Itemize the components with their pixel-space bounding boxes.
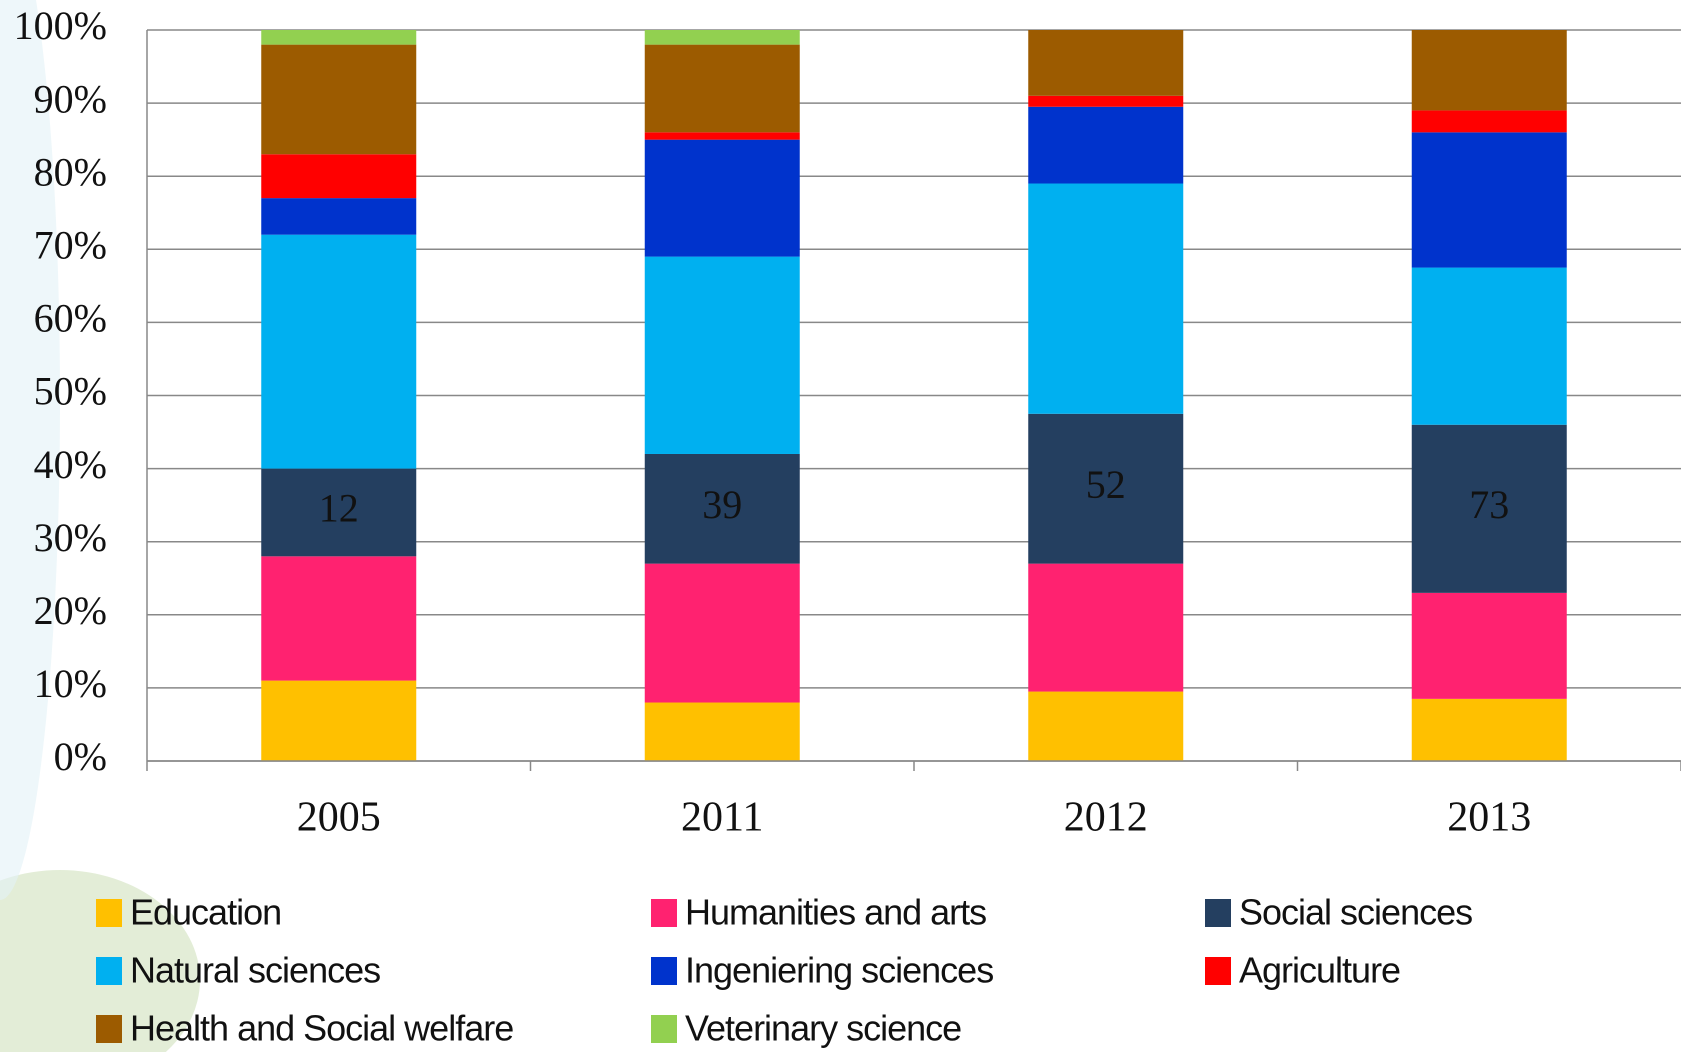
legend-label: Humanities and arts [685,892,986,933]
bar-segment [645,564,800,703]
y-tick-label: 0% [54,734,107,779]
legend-label: Agriculture [1239,950,1400,991]
bar-segment [645,30,800,45]
bar-segment [1028,564,1183,692]
bar-segment [1412,699,1567,761]
data-label: 52 [1086,462,1126,507]
bar-segment [261,30,416,45]
legend-label: Education [130,892,281,933]
legend-swatch [96,957,122,985]
bar-segment [261,681,416,761]
legend-label: Social sciences [1239,892,1472,933]
y-tick-label: 90% [34,76,107,121]
legend-label: Veterinary science [685,1008,961,1049]
bar-segment [261,235,416,469]
bar-segment [1028,107,1183,184]
bar-segment [1028,692,1183,761]
y-tick-label: 40% [34,442,107,487]
bar-segment [1412,268,1567,425]
legend-swatch [96,899,122,927]
legend-label: Natural sciences [130,950,380,991]
bar-segment [645,140,800,257]
x-tick-label: 2013 [1447,795,1531,841]
bar-segment [261,198,416,235]
y-tick-label: 20% [34,588,107,633]
legend-label: Health and Social welfare [130,1008,513,1049]
legend-swatch [1205,899,1231,927]
y-tick-label: 70% [34,222,107,267]
legend-swatch [651,1015,677,1043]
bar-segment [1412,30,1567,110]
data-label: 73 [1469,482,1509,527]
data-label: 12 [319,486,359,531]
legend-swatch [651,899,677,927]
y-tick-label: 100% [14,3,107,48]
bar-segment [645,132,800,139]
bar-segment [1412,593,1567,699]
bar-segment [645,257,800,454]
y-tick-label: 30% [34,515,107,560]
legend-swatch [1205,957,1231,985]
x-tick-label: 2012 [1064,795,1148,841]
bar-segment [1028,184,1183,414]
x-tick-label: 2005 [297,795,381,841]
bar-segment [261,556,416,680]
legend-swatch [96,1015,122,1043]
y-tick-label: 60% [34,296,107,341]
legend-label: Ingeniering sciences [685,950,993,991]
bar-segment [261,154,416,198]
bar-segment [1028,30,1183,96]
y-tick-label: 80% [34,149,107,194]
bar-segment [1412,110,1567,132]
x-tick-label: 2011 [681,795,763,841]
bar-segment [1028,96,1183,107]
bar-segment [645,45,800,133]
data-label: 39 [702,482,742,527]
y-tick-label: 50% [34,369,107,414]
chart: 0% 10% 20% 30% 40% 50% 60% 70% 80% 90% 100% 12 2005 3… [0,0,1681,1052]
bar-segment [645,703,800,761]
legend-swatch [651,957,677,985]
y-tick-label: 10% [34,661,107,706]
bar-segment [1412,132,1567,267]
bar-segment [261,45,416,155]
